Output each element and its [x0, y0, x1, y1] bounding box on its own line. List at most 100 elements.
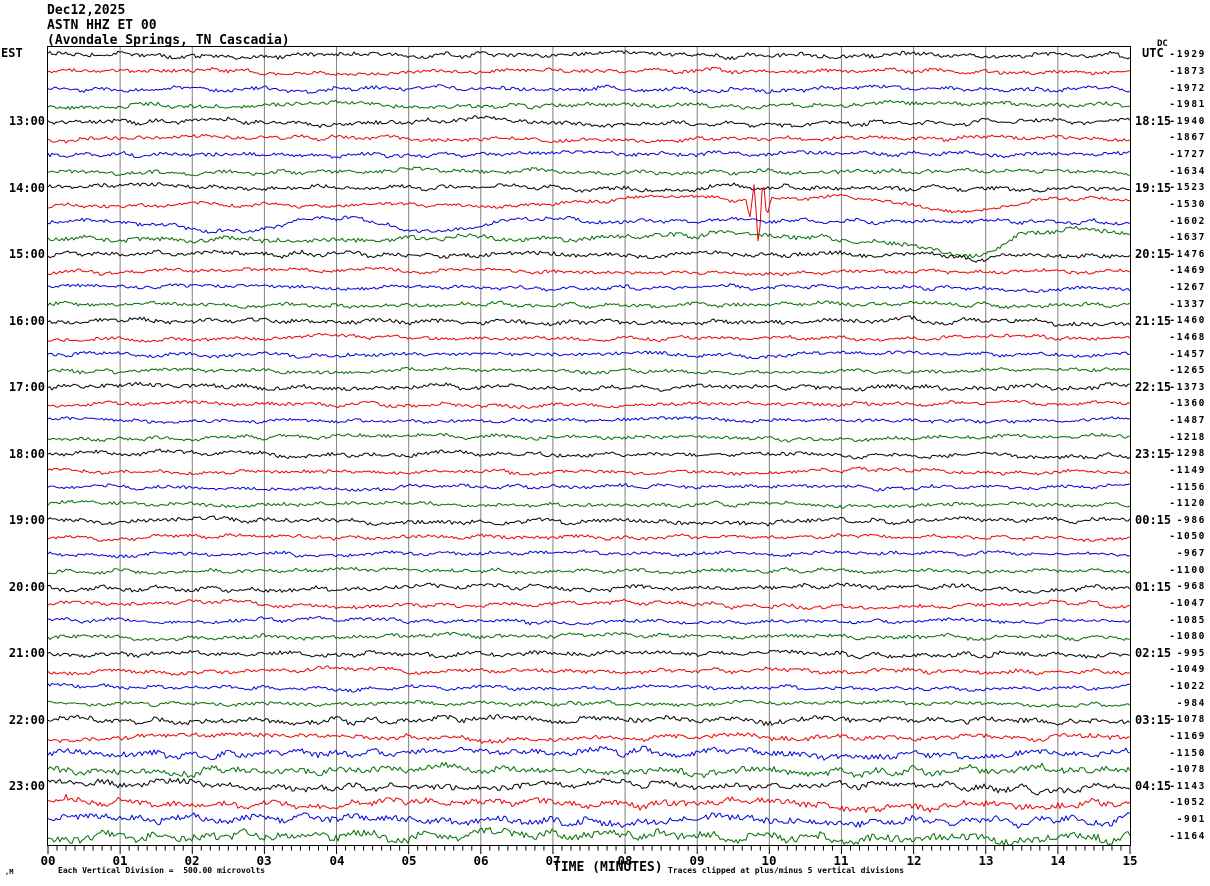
watermark-mark: ,M [5, 868, 14, 876]
x-tick-label-08: 08 [617, 853, 633, 868]
time-axis-ticks [47, 846, 1131, 854]
utc-time-label: 18:15 [1135, 114, 1172, 128]
dc-offset-value: -1602 [1169, 216, 1206, 227]
clipping-note: Traces clipped at plus/minus 5 vertical … [668, 866, 905, 875]
seismo-trace-19-blue [48, 350, 1130, 360]
dc-offset-value: -1981 [1169, 99, 1206, 110]
x-tick-label-05: 05 [401, 853, 417, 868]
utc-time-label: 00:15 [1135, 513, 1172, 527]
dc-offset-value: -1049 [1169, 664, 1206, 675]
seismo-trace-15-blue [48, 283, 1130, 293]
seismo-trace-31-blue [48, 549, 1130, 559]
seismo-trace-22-red [48, 399, 1130, 409]
dc-offset-value: -1052 [1169, 797, 1206, 808]
seismo-trace-46-red [48, 793, 1130, 813]
dc-offset-value: -1460 [1169, 315, 1206, 326]
dc-offset-value: -1265 [1169, 365, 1206, 376]
seismo-trace-11-blue [48, 215, 1130, 234]
seismo-trace-12-green [48, 225, 1130, 258]
dc-offset-value: -1373 [1169, 382, 1206, 393]
seismo-trace-30-red [48, 533, 1130, 542]
seismo-trace-3-blue [48, 84, 1130, 94]
vertical-scale-note: Each Vertical Division = 500.00 microvol… [58, 866, 266, 875]
dc-offset-value: -1929 [1169, 49, 1206, 60]
dc-offset-value: -1050 [1169, 531, 1206, 542]
station-location: (Avondale Springs, TN Cascadia) [47, 33, 290, 48]
dc-offset-value: -1150 [1169, 748, 1206, 759]
seismo-trace-34-red [48, 598, 1130, 610]
seismo-trace-29-black [48, 515, 1130, 527]
dc-offset-value: -1298 [1169, 448, 1206, 459]
utc-time-label: 23:15 [1135, 447, 1172, 461]
seismo-trace-23-blue [48, 416, 1130, 424]
seismo-trace-39-blue [48, 682, 1130, 693]
utc-time-label: 03:15 [1135, 713, 1172, 727]
dc-offset-value: -1143 [1169, 781, 1206, 792]
x-tick-label-06: 06 [473, 853, 489, 868]
dc-offset-value: -1156 [1169, 482, 1206, 493]
utc-time-label: 22:15 [1135, 380, 1172, 394]
x-tick-label-15: 15 [1122, 853, 1138, 868]
dc-offset-value: -1457 [1169, 349, 1206, 360]
x-tick-label-00: 00 [40, 853, 56, 868]
x-tick-label-02: 02 [184, 853, 200, 868]
dc-offset-value: -1100 [1169, 565, 1206, 576]
seismo-trace-14-red [48, 266, 1130, 277]
seismo-trace-6-red [48, 133, 1130, 144]
seismo-trace-38-red [48, 665, 1130, 676]
seismo-trace-24-green [48, 432, 1130, 443]
x-axis-title: TIME (MINUTES) [553, 860, 663, 875]
utc-time-label: 19:15 [1135, 181, 1172, 195]
x-tick-label-11: 11 [833, 853, 849, 868]
dc-offset-value: -1637 [1169, 232, 1206, 243]
dc-offset-value: -1468 [1169, 332, 1206, 343]
dc-offset-value: -1469 [1169, 265, 1206, 276]
seismo-trace-2-red [48, 66, 1130, 76]
seismo-trace-41-black [48, 714, 1130, 726]
seismo-trace-33-black [48, 582, 1130, 594]
utc-time-label: 02:15 [1135, 646, 1172, 660]
dc-offset-value: -986 [1176, 515, 1206, 526]
est-time-label: 19:00 [8, 513, 45, 527]
x-tick-label-03: 03 [256, 853, 272, 868]
seismo-trace-27-blue [48, 483, 1130, 492]
dc-offset-value: -1634 [1169, 166, 1206, 177]
est-time-label: 18:00 [8, 447, 45, 461]
est-time-label: 13:00 [8, 114, 45, 128]
dc-offset-value: -1523 [1169, 182, 1206, 193]
x-tick-label-04: 04 [329, 853, 345, 868]
dc-offset-value: -1337 [1169, 299, 1206, 310]
station-id: ASTN HHZ ET 00 [47, 18, 157, 33]
plot-date: Dec12,2025 [47, 3, 126, 18]
dc-offset-value: -1047 [1169, 598, 1206, 609]
seismo-trace-18-red [48, 333, 1130, 343]
seismo-trace-47-blue [48, 812, 1130, 829]
seismo-trace-9-black [48, 182, 1130, 193]
seismogram-plot-area [47, 46, 1131, 846]
seismo-trace-20-green [48, 366, 1130, 376]
left-axis-header-est: EST [1, 46, 23, 60]
seismo-trace-5-black [48, 115, 1130, 129]
utc-time-label: 21:15 [1135, 314, 1172, 328]
x-tick-label-14: 14 [1050, 853, 1066, 868]
dc-offset-value: -901 [1176, 814, 1206, 825]
dc-offset-value: -1867 [1169, 132, 1206, 143]
x-tick-label-12: 12 [906, 853, 922, 868]
dc-offset-value: -1972 [1169, 83, 1206, 94]
dc-offset-value: -967 [1176, 548, 1206, 559]
seismo-trace-36-green [48, 631, 1130, 642]
est-time-label: 20:00 [8, 580, 45, 594]
dc-offset-value: -1727 [1169, 149, 1206, 160]
x-tick-label-01: 01 [112, 853, 128, 868]
dc-offset-value: -995 [1176, 648, 1206, 659]
seismo-trace-45-black [48, 777, 1130, 796]
est-time-label: 17:00 [8, 380, 45, 394]
dc-offset-value: -1487 [1169, 415, 1206, 426]
seismo-trace-35-blue [48, 615, 1130, 626]
est-time-label: 14:00 [8, 181, 45, 195]
dc-offset-value: -1476 [1169, 249, 1206, 260]
dc-offset-value: -1873 [1169, 66, 1206, 77]
x-tick-label-09: 09 [689, 853, 705, 868]
seismo-trace-4-green [48, 99, 1130, 110]
est-time-label: 16:00 [8, 314, 45, 328]
